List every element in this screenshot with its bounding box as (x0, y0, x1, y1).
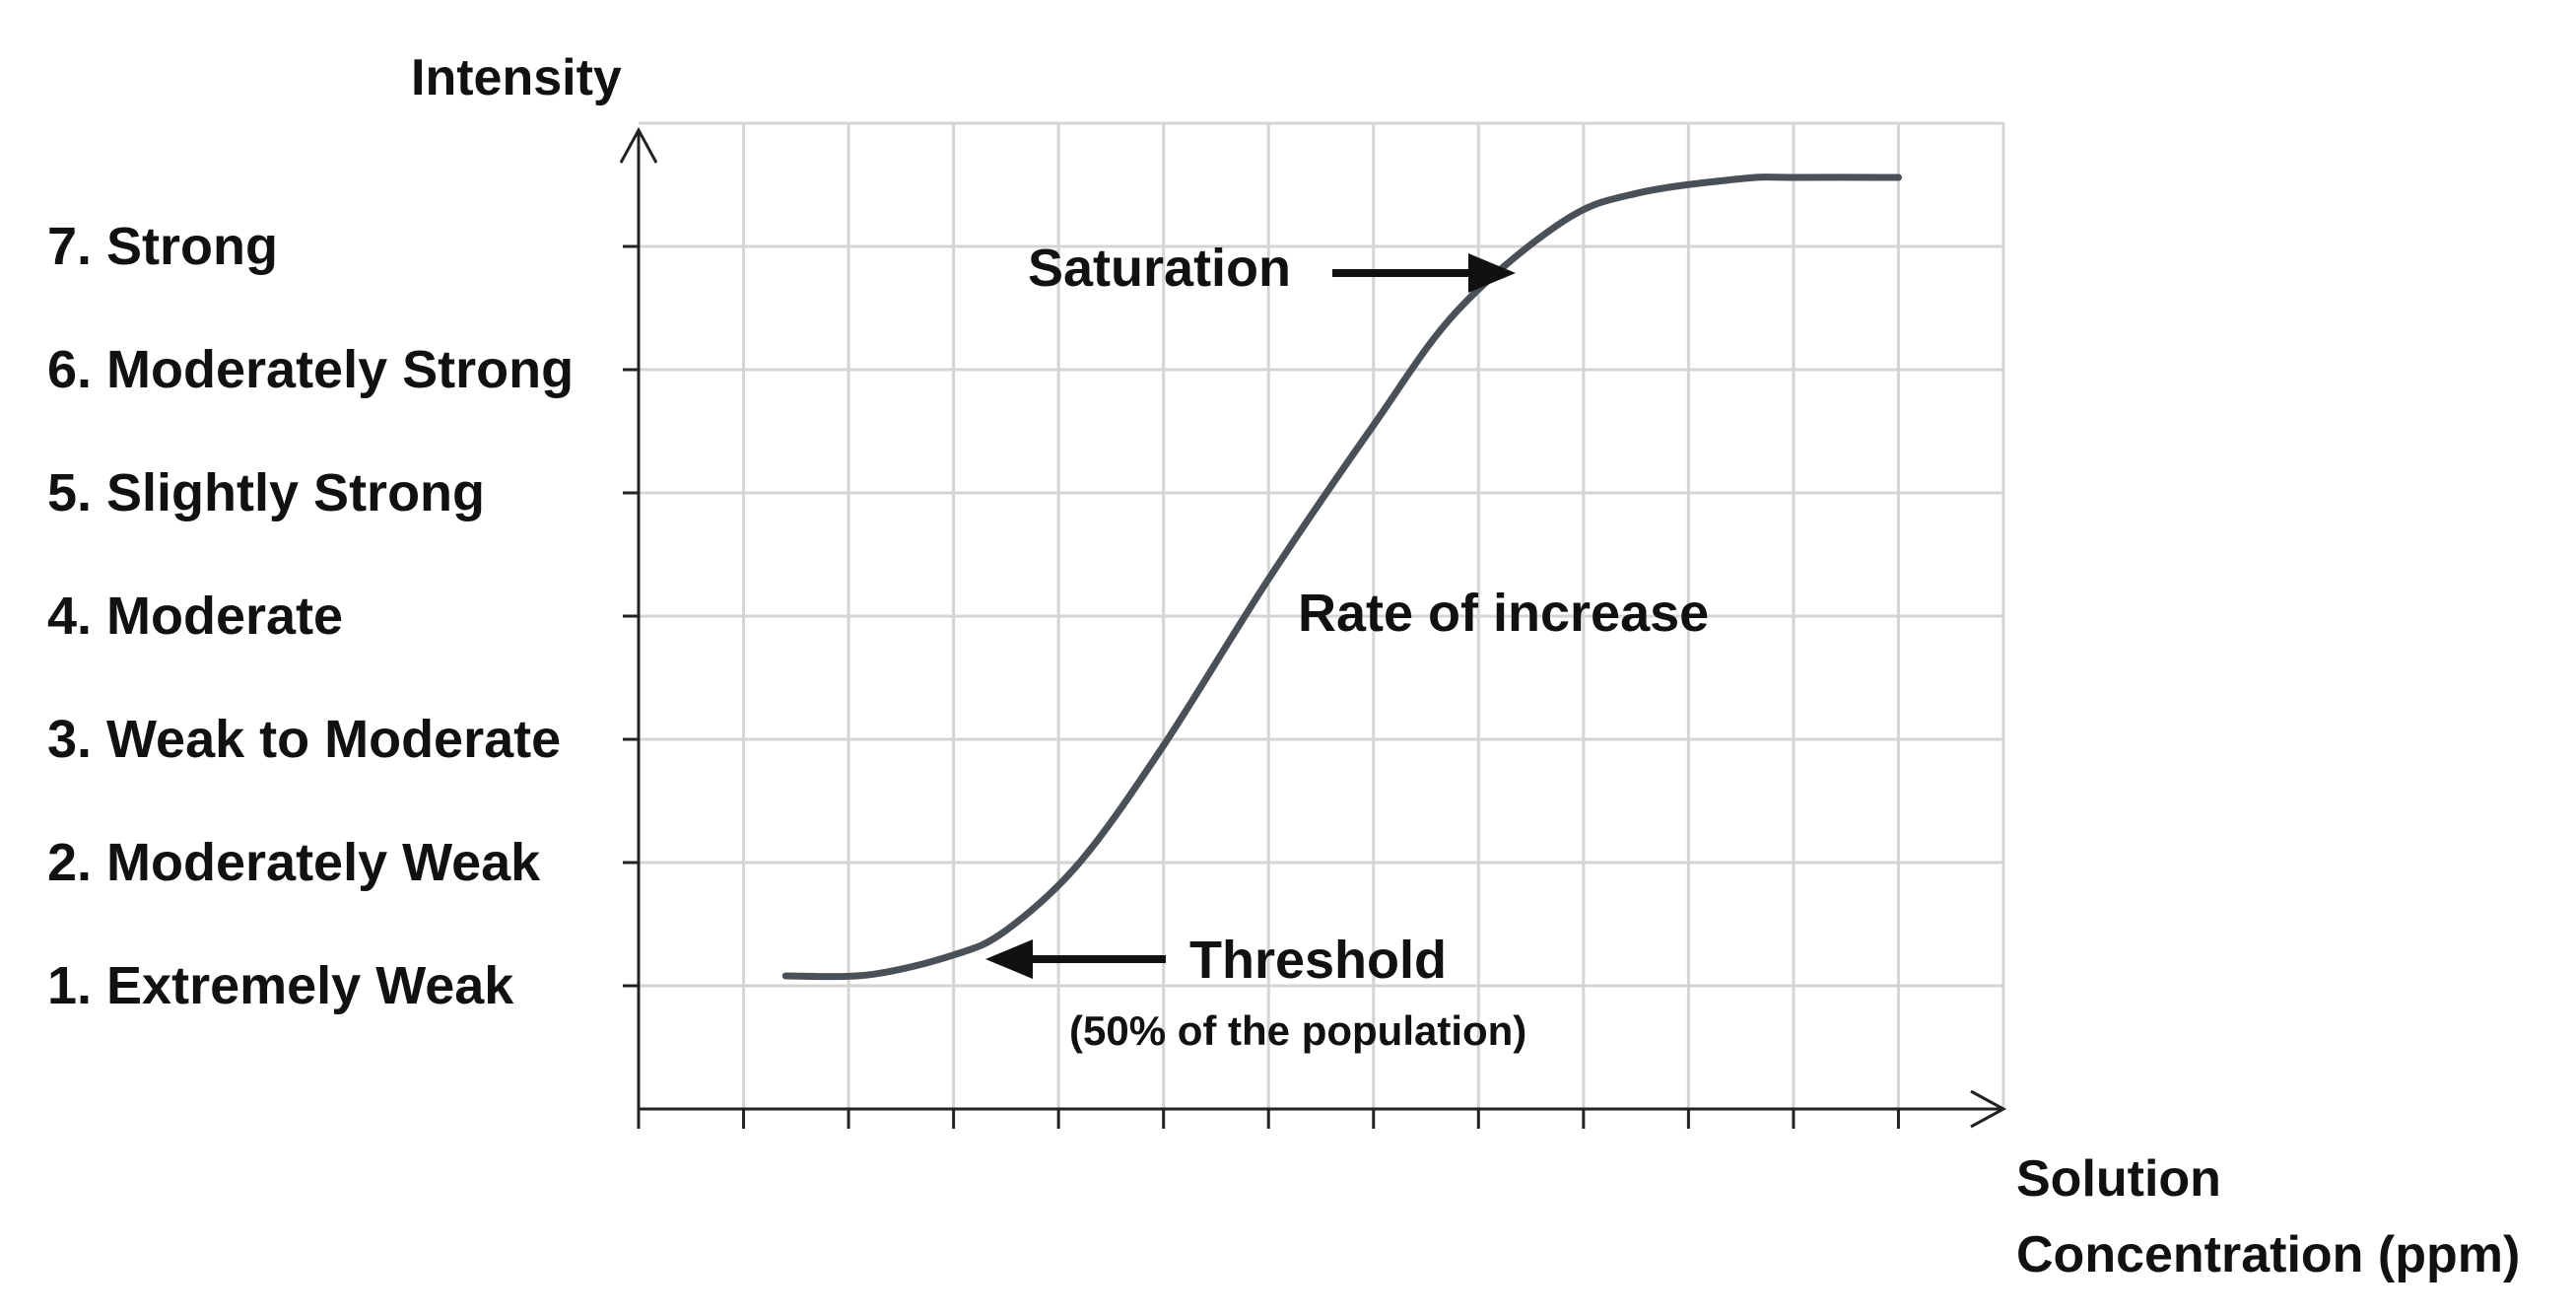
saturation-arrow (1332, 253, 1516, 293)
threshold-note: (50% of the population) (1069, 1007, 1526, 1054)
threshold-arrow (985, 939, 1166, 979)
intensity-curve (781, 173, 1902, 981)
x-axis-title-line-2: Concentration (ppm) (2016, 1226, 2520, 1283)
y-axis-title: Intensity (411, 49, 622, 106)
threshold-label: Threshold (1189, 931, 1447, 990)
y-tick-label: 5. Slightly Strong (47, 463, 485, 522)
y-tick-label: 2. Moderately Weak (47, 833, 541, 892)
rate-of-increase-label: Rate of increase (1298, 584, 1709, 643)
saturation-label: Saturation (1028, 239, 1291, 298)
y-tick-label: 1. Extremely Weak (47, 956, 514, 1015)
ticks (623, 244, 1900, 1129)
y-tick-label: 3. Weak to Moderate (47, 710, 561, 769)
y-tick-label: 6. Moderately Strong (47, 340, 574, 399)
x-axis-arrow (1970, 1089, 2007, 1129)
y-tick-label: 7. Strong (47, 217, 278, 276)
x-axis-title-line-1: Solution (2016, 1150, 2221, 1208)
grid (639, 121, 2005, 1109)
y-tick-label: 4. Moderate (47, 587, 343, 646)
y-tick-labels: 1. Extremely Weak 2. Moderately Weak 3. We… (47, 217, 574, 1015)
y-axis-arrow (619, 126, 658, 164)
axes (619, 126, 2007, 1129)
